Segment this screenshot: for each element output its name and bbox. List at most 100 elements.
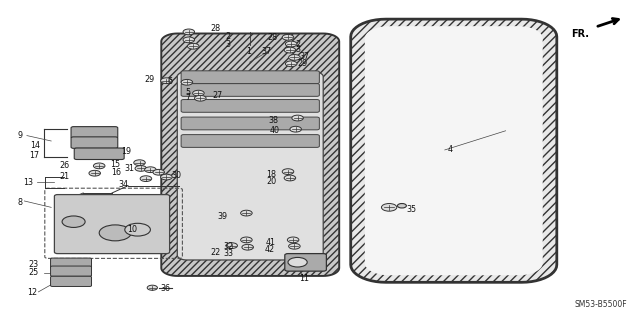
Circle shape: [161, 78, 172, 84]
Text: 37: 37: [261, 47, 271, 56]
Text: 16: 16: [111, 168, 122, 177]
Text: 6: 6: [168, 77, 173, 86]
Text: 32: 32: [223, 242, 234, 251]
Text: 14: 14: [29, 141, 40, 150]
Circle shape: [282, 169, 294, 174]
Text: 9: 9: [17, 131, 22, 140]
Text: 39: 39: [217, 212, 227, 221]
Text: 4: 4: [448, 145, 453, 154]
Text: 25: 25: [28, 268, 38, 277]
Text: 17: 17: [29, 151, 40, 160]
Text: 3: 3: [225, 40, 230, 48]
Circle shape: [161, 174, 172, 180]
Circle shape: [241, 210, 252, 216]
Text: 1: 1: [246, 47, 251, 56]
Text: 19: 19: [121, 147, 131, 156]
Text: 8: 8: [17, 198, 22, 207]
Circle shape: [282, 34, 294, 40]
Circle shape: [284, 175, 296, 181]
Polygon shape: [161, 33, 339, 276]
FancyBboxPatch shape: [51, 276, 92, 286]
Text: 15: 15: [110, 160, 120, 169]
Text: 10: 10: [127, 225, 138, 234]
Circle shape: [226, 243, 237, 249]
FancyBboxPatch shape: [74, 148, 124, 160]
Polygon shape: [351, 19, 557, 282]
Text: 3: 3: [296, 45, 301, 54]
Circle shape: [241, 237, 252, 243]
Text: 12: 12: [27, 288, 37, 297]
Circle shape: [181, 79, 193, 85]
Circle shape: [285, 61, 297, 67]
Circle shape: [125, 223, 150, 236]
Text: 29: 29: [145, 75, 155, 84]
Text: 18: 18: [266, 170, 276, 179]
Circle shape: [89, 170, 100, 176]
Text: 23: 23: [28, 260, 38, 269]
Circle shape: [188, 43, 199, 49]
Circle shape: [93, 163, 105, 169]
Text: 42: 42: [265, 245, 275, 254]
Text: 38: 38: [269, 116, 279, 125]
Text: 34: 34: [118, 180, 128, 189]
Text: 41: 41: [265, 238, 275, 247]
Circle shape: [153, 169, 164, 175]
FancyBboxPatch shape: [181, 117, 319, 130]
Text: 33: 33: [223, 249, 234, 258]
FancyBboxPatch shape: [51, 266, 92, 276]
Circle shape: [242, 244, 253, 250]
Text: 35: 35: [406, 205, 417, 214]
Text: 29: 29: [298, 59, 308, 68]
Circle shape: [285, 41, 297, 47]
Circle shape: [292, 115, 303, 121]
FancyBboxPatch shape: [51, 258, 92, 268]
Circle shape: [140, 176, 152, 182]
Text: 2: 2: [296, 40, 301, 48]
Circle shape: [147, 285, 157, 290]
Text: 28: 28: [211, 24, 221, 33]
Circle shape: [145, 167, 156, 173]
Circle shape: [193, 90, 204, 96]
Circle shape: [134, 160, 145, 166]
FancyBboxPatch shape: [54, 195, 170, 254]
Text: 27: 27: [212, 91, 223, 100]
Polygon shape: [177, 72, 323, 260]
Circle shape: [62, 216, 85, 227]
Text: 7: 7: [186, 93, 191, 102]
Text: 30: 30: [172, 171, 182, 180]
FancyBboxPatch shape: [181, 84, 319, 96]
Text: 40: 40: [270, 126, 280, 135]
Text: 26: 26: [59, 161, 69, 170]
FancyBboxPatch shape: [285, 254, 326, 271]
Circle shape: [287, 237, 299, 243]
Text: 22: 22: [211, 248, 221, 257]
Text: 36: 36: [160, 284, 170, 293]
Circle shape: [183, 37, 195, 43]
Circle shape: [381, 204, 397, 211]
Text: SM53-B5500F: SM53-B5500F: [575, 300, 627, 309]
Text: 11: 11: [299, 274, 309, 283]
Circle shape: [183, 29, 195, 35]
Circle shape: [289, 55, 300, 60]
Circle shape: [99, 225, 131, 241]
FancyBboxPatch shape: [71, 127, 118, 138]
Polygon shape: [365, 26, 543, 275]
Circle shape: [284, 47, 296, 53]
Text: 2: 2: [225, 32, 230, 41]
Text: FR.: FR.: [571, 29, 589, 39]
FancyBboxPatch shape: [71, 137, 118, 148]
Text: 31: 31: [124, 164, 134, 173]
Circle shape: [397, 204, 406, 208]
Text: 5: 5: [185, 88, 190, 97]
Text: 28: 28: [268, 33, 278, 42]
Text: 20: 20: [266, 177, 276, 186]
Text: 21: 21: [59, 172, 69, 181]
FancyBboxPatch shape: [181, 71, 319, 84]
Text: 13: 13: [23, 178, 33, 187]
FancyBboxPatch shape: [181, 100, 319, 112]
Circle shape: [135, 166, 147, 171]
FancyBboxPatch shape: [181, 135, 319, 147]
Circle shape: [289, 243, 300, 249]
Circle shape: [195, 95, 206, 101]
Circle shape: [290, 126, 301, 132]
